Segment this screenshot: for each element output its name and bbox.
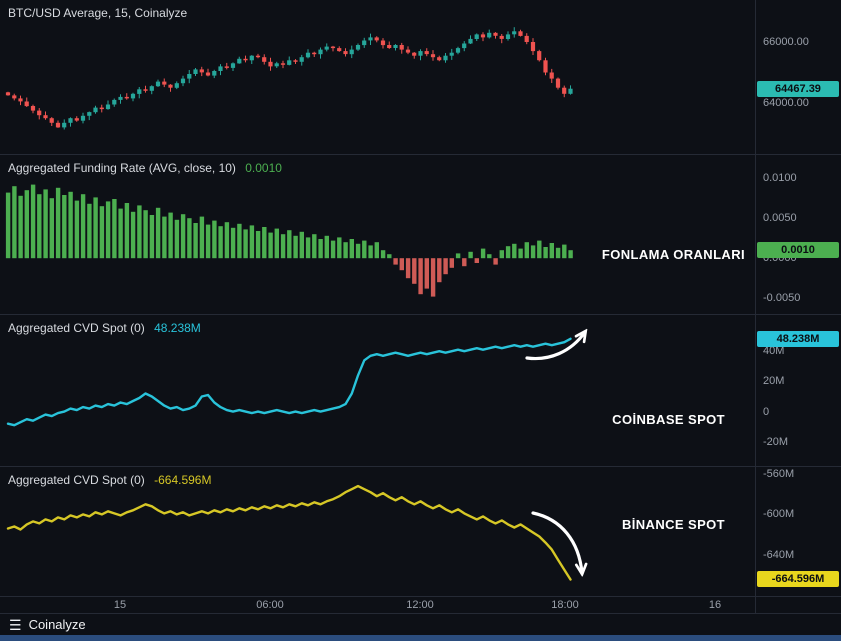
cvd-binance-panel-title[interactable]: Aggregated CVD Spot (0) -664.596M — [8, 473, 211, 487]
chart-area: BTC/USD Average, 15, Coinalyze Aggregate… — [0, 0, 841, 613]
btc-candlestick-chart[interactable] — [0, 0, 755, 155]
cvd-binance-title-value: -664.596M — [154, 473, 212, 487]
coinalyze-logo-icon[interactable]: ☰ — [9, 616, 22, 633]
footer-brand[interactable]: Coinalyze — [28, 617, 86, 632]
coinbase-cvd-line-chart[interactable] — [0, 315, 755, 467]
time-axis-tick-label: 15 — [113, 599, 127, 611]
last-value-badge: 48.238M — [757, 331, 839, 347]
y-axis-tick-label: -0.0050 — [763, 292, 801, 304]
price-axis[interactable]: 66000.00 64000.00 64467.39 — [756, 0, 841, 155]
y-axis-tick-label: -600M — [763, 508, 795, 520]
last-value-badge: -664.596M — [757, 571, 839, 587]
uptrend-arrow-annotation — [525, 321, 599, 361]
y-axis-tick-label: 0 — [763, 406, 770, 418]
y-axis-tick-label: 0.0050 — [763, 212, 797, 224]
price-panel[interactable]: BTC/USD Average, 15, Coinalyze — [0, 0, 755, 155]
coinbase-annotation-label: COİNBASE SPOT — [612, 412, 725, 427]
y-axis-tick-label: -20M — [763, 436, 789, 448]
bottom-blue-strip — [0, 635, 841, 641]
cvd-binance-panel[interactable]: Aggregated CVD Spot (0) -664.596M BİNANC… — [0, 467, 755, 597]
chart-panels-column: BTC/USD Average, 15, Coinalyze Aggregate… — [0, 0, 755, 613]
last-value-badge: 64467.39 — [757, 81, 839, 97]
y-axis-tick-label: 66000.00 — [763, 36, 809, 48]
binance-cvd-line-chart[interactable] — [0, 467, 755, 597]
time-axis-tick-label: 16 — [708, 599, 722, 611]
funding-panel-title[interactable]: Aggregated Funding Rate (AVG, close, 10)… — [8, 161, 282, 175]
funding-rate-histogram[interactable] — [0, 155, 755, 315]
funding-axis[interactable]: 0.0100 0.0050 0.0000 -0.0050 0.0010 — [756, 155, 841, 315]
time-axis-tick-label: 18:00 — [551, 599, 579, 611]
cvd-coinbase-panel[interactable]: Aggregated CVD Spot (0) 48.238M COİNBASE… — [0, 315, 755, 467]
cvd-coinbase-title-text: Aggregated CVD Spot (0) — [8, 321, 145, 335]
time-axis[interactable]: 15 06:00 12:00 18:00 16 — [0, 597, 755, 613]
time-axis-tick-label: 12:00 — [406, 599, 434, 611]
price-scale-column: 66000.00 64000.00 64467.39 0.0100 0.0050 0.0… — [755, 0, 841, 613]
y-axis-tick-label: -640M — [763, 549, 795, 561]
y-axis-tick-label: 64000.00 — [763, 97, 809, 109]
funding-rate-panel[interactable]: Aggregated Funding Rate (AVG, close, 10)… — [0, 155, 755, 315]
funding-annotation-label: FONLAMA ORANLARI — [601, 247, 745, 262]
binance-annotation-label: BİNANCE SPOT — [621, 517, 725, 532]
y-axis-tick-label: 40M — [763, 345, 785, 357]
price-panel-title[interactable]: BTC/USD Average, 15, Coinalyze — [8, 6, 187, 20]
last-value-badge: 0.0010 — [757, 242, 839, 258]
funding-title-text: Aggregated Funding Rate (AVG, close, 10) — [8, 161, 236, 175]
cvd-coinbase-panel-title[interactable]: Aggregated CVD Spot (0) 48.238M — [8, 321, 201, 335]
axis-corner — [756, 597, 841, 613]
price-title-text: BTC/USD Average, 15, Coinalyze — [8, 6, 188, 20]
y-axis-tick-label: 0.0100 — [763, 172, 797, 184]
funding-title-value: 0.0010 — [245, 161, 282, 175]
time-axis-tick-label: 06:00 — [256, 599, 284, 611]
cvd-binance-title-text: Aggregated CVD Spot (0) — [8, 473, 145, 487]
y-axis-tick-label: -560M — [763, 468, 795, 480]
cvd-binance-axis[interactable]: -560M -600M -640M -664.596M — [756, 467, 841, 597]
cvd-coinbase-title-value: 48.238M — [154, 321, 201, 335]
footer-bar: ☰ Coinalyze — [0, 613, 841, 635]
downtrend-arrow-annotation — [531, 511, 591, 587]
cvd-coinbase-axis[interactable]: 40M 20M 0 -20M 48.238M — [756, 315, 841, 467]
y-axis-tick-label: 20M — [763, 375, 785, 387]
